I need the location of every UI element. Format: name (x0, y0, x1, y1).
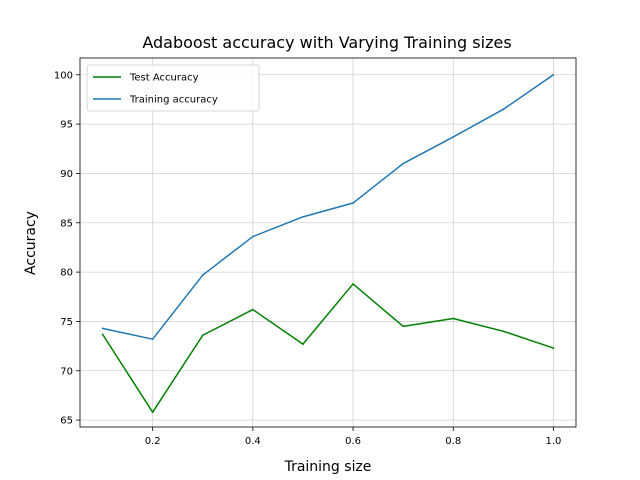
data-point (201, 334, 204, 337)
series-line-0 (101, 283, 554, 413)
data-point (201, 274, 204, 276)
y-axis-ticks: 65 70 75 80 85 90 95 100 (54, 70, 80, 427)
plot-frame (79, 57, 577, 428)
data-point (302, 216, 304, 218)
data-point (101, 327, 104, 330)
x-tick-label: 0.2 (145, 436, 161, 447)
series-layer (101, 73, 555, 414)
data-point (502, 330, 505, 333)
data-point (252, 308, 254, 311)
y-tick-label: 85 (60, 218, 73, 229)
x-tick-label: 0.6 (345, 436, 361, 447)
data-point (552, 73, 555, 76)
y-tick-label: 95 (60, 120, 73, 131)
data-point (151, 411, 154, 414)
x-tick-label: 1.0 (546, 436, 562, 447)
y-tick-label: 70 (60, 366, 73, 377)
data-point (151, 338, 154, 340)
y-tick-label: 90 (60, 169, 73, 180)
data-point (302, 343, 304, 345)
legend-box (86, 64, 260, 112)
grid (80, 58, 576, 427)
data-point (252, 235, 254, 238)
y-tick-label: 80 (60, 268, 73, 279)
data-point (552, 347, 555, 349)
y-tick-label: 75 (60, 317, 73, 328)
legend-label: Test Accuracy (129, 73, 199, 84)
data-point (352, 283, 354, 285)
y-axis-label: Accuracy (23, 211, 39, 275)
data-point (402, 162, 404, 165)
series-line-1 (102, 74, 554, 340)
x-axis-ticks: 0.2 0.4 0.6 0.8 1.0 (145, 427, 562, 447)
chart-title: Adaboost accuracy with Varying Training … (142, 33, 511, 52)
data-point (352, 202, 354, 204)
data-point (452, 317, 455, 320)
x-tick-label: 0.8 (445, 436, 461, 447)
y-tick-label: 65 (60, 416, 73, 427)
y-tick-label: 100 (54, 70, 73, 81)
legend-label: Training accuracy (129, 95, 218, 106)
data-point (402, 325, 404, 328)
x-axis-label: Training size (284, 459, 372, 475)
legend: Test Accuracy Training accuracy (86, 64, 260, 112)
data-point (452, 136, 455, 138)
x-tick-label: 0.4 (245, 436, 261, 447)
data-point (502, 108, 505, 111)
data-point (101, 333, 104, 336)
